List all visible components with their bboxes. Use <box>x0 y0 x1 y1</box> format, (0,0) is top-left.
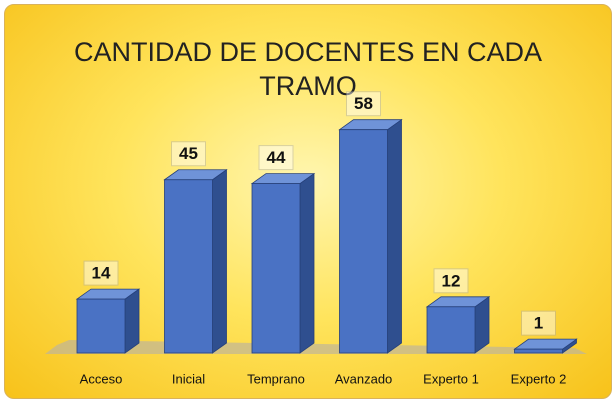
bar <box>514 348 563 354</box>
x-tick-label: Experto 2 <box>511 371 567 386</box>
bar <box>339 129 388 354</box>
value-label-box <box>346 91 381 117</box>
x-tick-label: Inicial <box>172 371 205 386</box>
x-tick-label: Acceso <box>80 371 123 386</box>
value-label: 12 <box>442 271 461 290</box>
bar <box>426 306 476 354</box>
value-label-box <box>258 145 294 171</box>
value-label: 45 <box>179 144 198 163</box>
x-tick-label: Avanzado <box>335 371 393 386</box>
value-label: 58 <box>354 94 373 113</box>
value-label-box <box>433 268 469 294</box>
value-label-box <box>83 260 119 286</box>
bar <box>164 179 213 354</box>
bar-side <box>212 168 227 354</box>
chart: CANTIDAD DE DOCENTES EN CADA TRAMO 14 Acc… <box>4 4 612 399</box>
bar <box>76 298 126 354</box>
bar-side <box>124 288 140 354</box>
value-label: 44 <box>267 148 286 167</box>
bar-side <box>387 118 402 354</box>
value-label: 14 <box>92 264 111 283</box>
plot: 14 Acceso 45 Inicial 44 Temprano 58 Avanzado 12 E… <box>45 91 587 386</box>
bar-side <box>299 172 315 354</box>
bar <box>251 183 301 354</box>
value-label-box <box>521 310 556 336</box>
value-label: 1 <box>534 314 543 333</box>
value-label-box <box>171 141 206 167</box>
chart-title: CANTIDAD DE DOCENTES EN CADA TRAMO <box>73 37 543 101</box>
x-tick-label: Temprano <box>247 371 305 386</box>
x-tick-label: Experto 1 <box>423 371 479 386</box>
